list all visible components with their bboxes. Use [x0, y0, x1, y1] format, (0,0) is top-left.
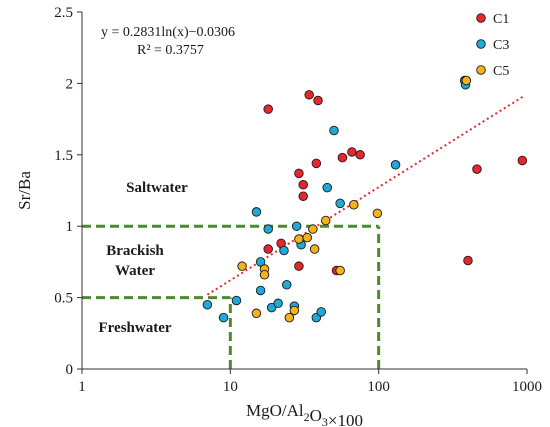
- legend-label-c5: C5: [493, 64, 509, 79]
- x-tick-label: 100: [367, 379, 390, 395]
- y-tick-label: 1: [66, 219, 74, 235]
- point-c5: [259, 270, 270, 280]
- legend-marker-c1: [476, 13, 486, 23]
- point-c5: [251, 308, 262, 319]
- point-c5: [302, 232, 312, 243]
- point-c3: [251, 207, 262, 217]
- point-c3: [202, 299, 213, 310]
- point-c3: [266, 302, 277, 313]
- point-c1: [472, 164, 482, 174]
- point-c3: [255, 285, 266, 296]
- point-c5: [461, 75, 472, 86]
- point-c1: [347, 147, 357, 157]
- point-c3: [279, 245, 289, 256]
- point-c3: [218, 312, 229, 323]
- legend-marker-c3: [476, 39, 486, 49]
- point-c5: [289, 305, 300, 316]
- point-c5: [294, 234, 304, 244]
- legend-label-c3: C3: [493, 38, 509, 53]
- data-points: [202, 75, 528, 323]
- region-label: Freshwater: [98, 320, 171, 336]
- region-label: Brackish: [106, 243, 164, 259]
- point-c1: [311, 158, 322, 169]
- point-c3: [273, 298, 283, 309]
- point-c3: [291, 221, 302, 231]
- point-c5: [284, 312, 295, 323]
- x-tick-label: 1: [78, 379, 86, 395]
- point-c1: [313, 95, 323, 106]
- point-c5: [237, 261, 247, 271]
- trendline-group: [206, 95, 525, 296]
- y-tick-label: 2.5: [54, 5, 73, 21]
- y-tick-label: 0: [66, 362, 74, 378]
- point-c1: [294, 261, 304, 271]
- y-axis-title: Sr/Ba: [15, 171, 34, 210]
- region-label: Saltwater: [126, 180, 188, 196]
- point-c3: [329, 125, 339, 136]
- legend: C1 C3 C5: [476, 12, 509, 79]
- x-tick-label: 1000: [512, 379, 542, 395]
- y-tick-label: 0.5: [54, 291, 73, 307]
- point-c1: [263, 244, 273, 254]
- x-axis-title: MgO/Al2O3×100: [246, 401, 363, 427]
- point-c3: [335, 198, 345, 209]
- y-tick-label: 1.5: [54, 148, 73, 164]
- point-c3: [316, 307, 326, 317]
- point-c1: [337, 152, 348, 163]
- trendline-equation: y = 0.2831ln(x)−0.0306: [101, 25, 235, 40]
- point-c1: [463, 255, 473, 266]
- trendline: [206, 95, 525, 296]
- boundary-lines: [82, 224, 381, 369]
- point-c3: [263, 224, 273, 234]
- point-c1: [517, 155, 528, 166]
- legend-marker-c5: [476, 65, 486, 75]
- point-c3: [231, 295, 242, 306]
- point-c1: [304, 90, 314, 100]
- point-c1: [298, 191, 308, 201]
- x-tick-label: 10: [223, 379, 238, 395]
- equation-annotation: y = 0.2831ln(x)−0.0306 R² = 0.3757: [101, 25, 235, 58]
- r-squared: R² = 0.3757: [137, 43, 204, 58]
- point-c5: [349, 200, 359, 210]
- legend-label-c1: C1: [493, 12, 509, 27]
- point-c3: [255, 257, 266, 267]
- point-c1: [355, 150, 365, 160]
- point-c5: [372, 208, 383, 219]
- region-label: Water: [115, 263, 155, 279]
- point-c3: [281, 279, 292, 290]
- point-c3: [390, 160, 401, 170]
- point-c5: [308, 224, 318, 234]
- point-c5: [335, 265, 345, 276]
- point-c5: [321, 215, 331, 226]
- point-c1: [294, 168, 304, 179]
- region-labels: Saltwater Brackish Water Freshwater: [98, 180, 188, 336]
- point-c3: [322, 182, 332, 193]
- y-tick-label: 2: [66, 76, 74, 92]
- point-c1: [298, 180, 308, 190]
- axes: 0 0.5 1 1.5 2 2.5 1 10 100 1000 MgO/Al2O3×100 Sr/Ba: [15, 5, 542, 427]
- point-c5: [309, 244, 320, 254]
- point-c1: [263, 104, 273, 114]
